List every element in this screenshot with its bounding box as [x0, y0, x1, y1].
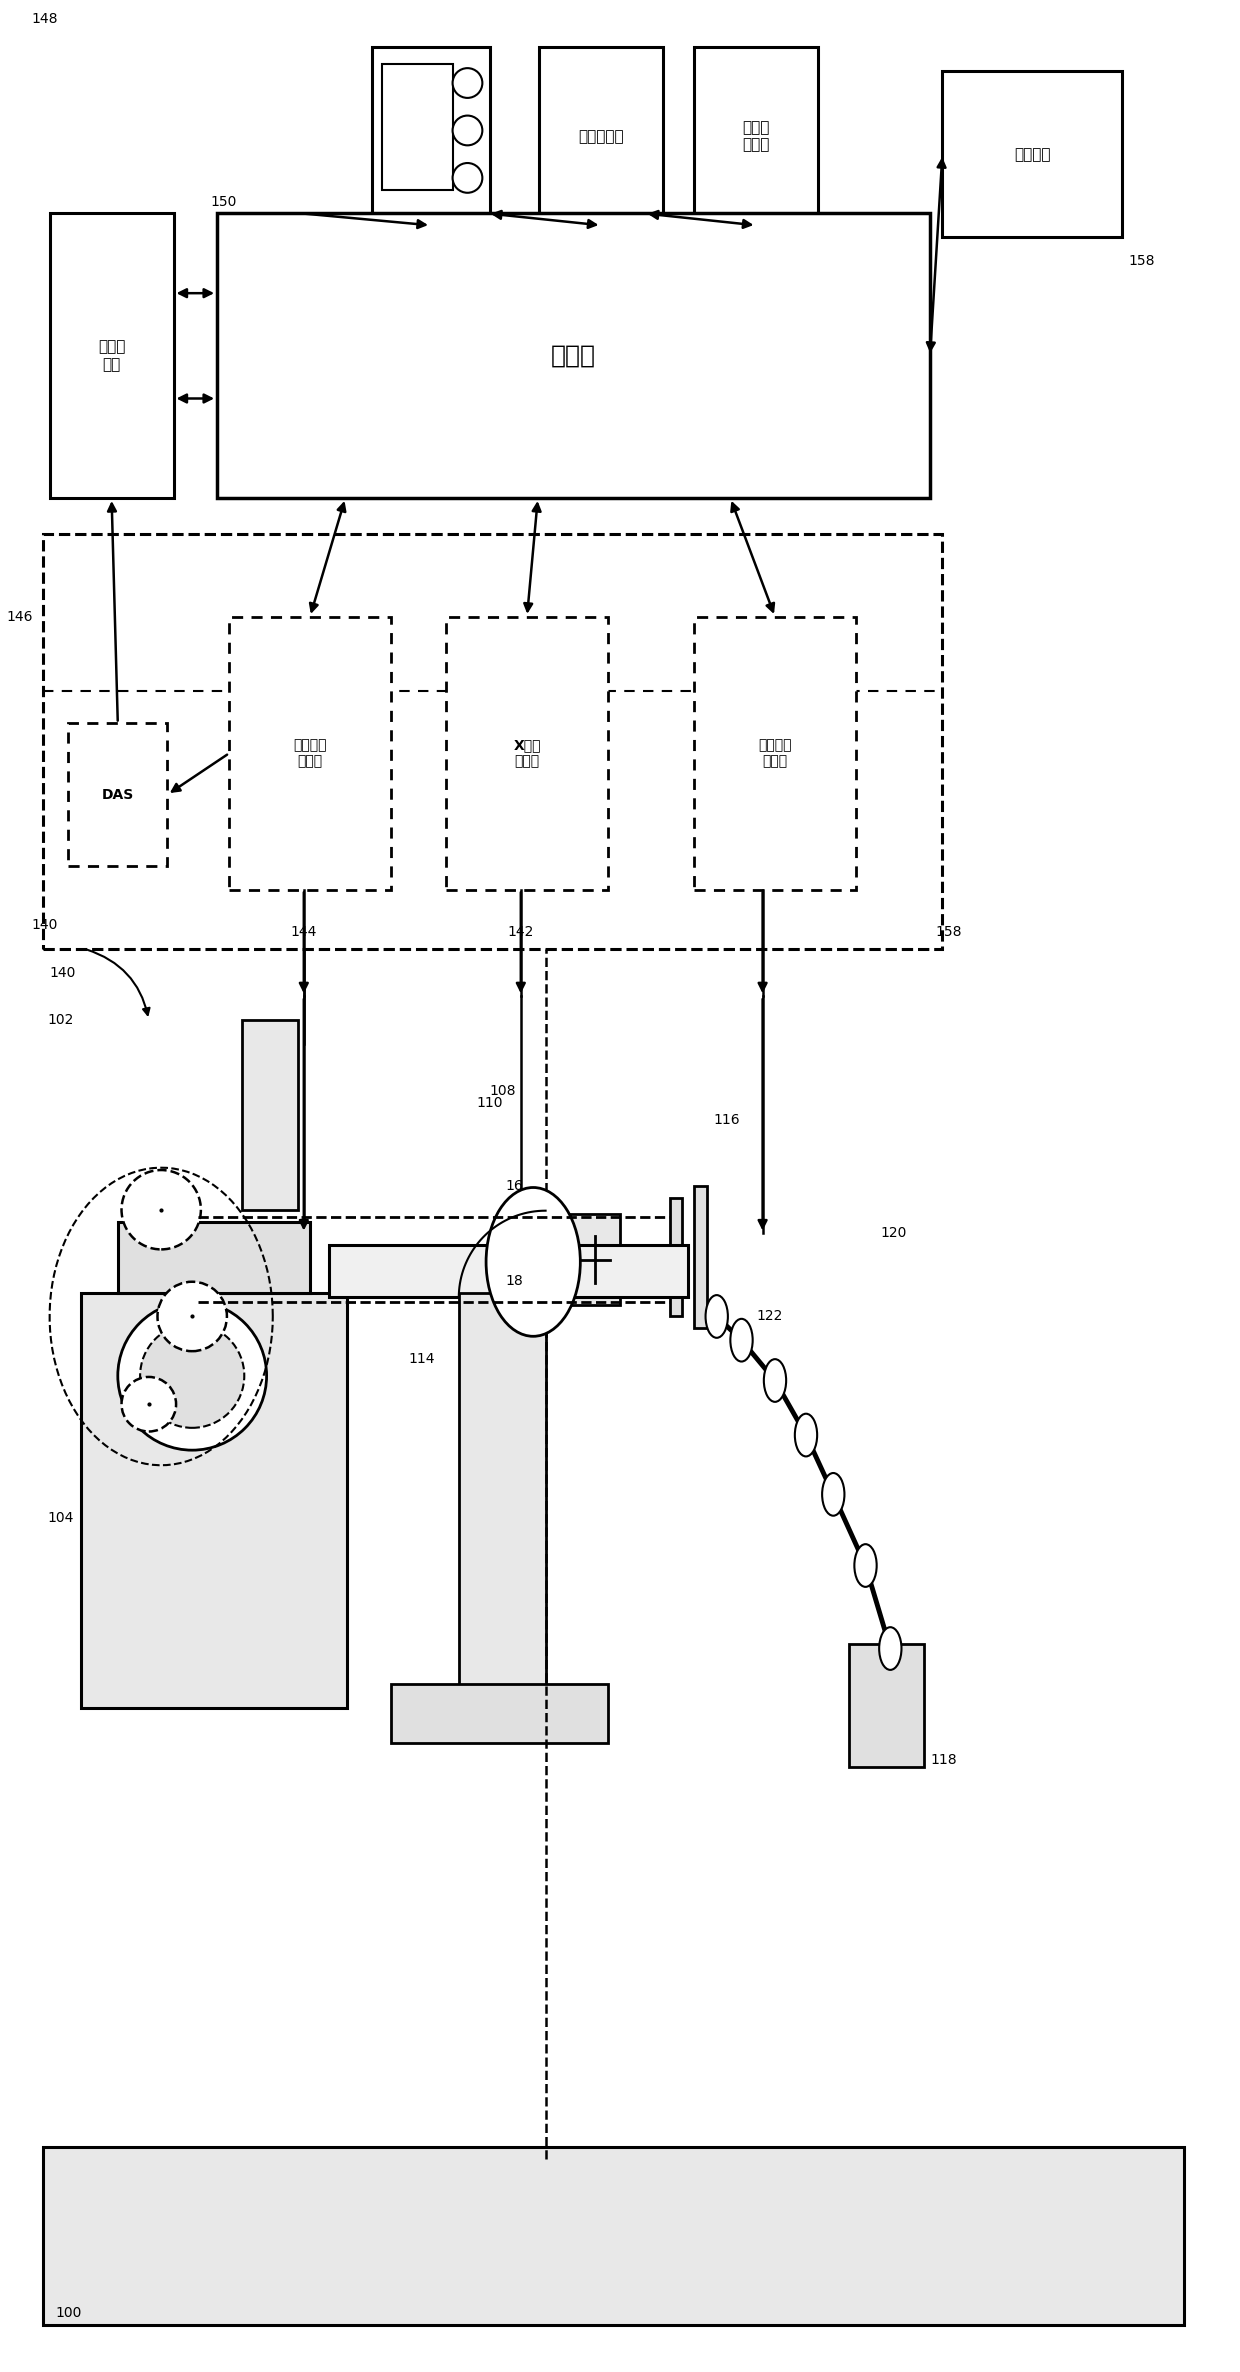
Text: 操作控制台: 操作控制台: [579, 128, 624, 145]
FancyBboxPatch shape: [694, 1186, 707, 1328]
FancyBboxPatch shape: [849, 1644, 924, 1767]
Text: X射线
控制器: X射线 控制器: [513, 738, 541, 769]
Text: 122: 122: [756, 1309, 782, 1324]
Circle shape: [795, 1414, 817, 1456]
Text: 图像重
建器: 图像重 建器: [98, 339, 125, 372]
Circle shape: [706, 1295, 728, 1338]
Text: DAS: DAS: [102, 788, 134, 802]
Text: 计算机: 计算机: [551, 344, 596, 368]
Circle shape: [854, 1544, 877, 1587]
FancyBboxPatch shape: [329, 1245, 688, 1297]
Ellipse shape: [118, 1302, 267, 1449]
Ellipse shape: [453, 164, 482, 192]
Text: 台架运动
控制器: 台架运动 控制器: [293, 738, 327, 769]
FancyBboxPatch shape: [81, 1293, 347, 1708]
Text: 104: 104: [47, 1511, 73, 1525]
FancyBboxPatch shape: [446, 617, 608, 890]
Text: 118: 118: [930, 1753, 956, 1767]
Ellipse shape: [486, 1188, 580, 1335]
Circle shape: [764, 1359, 786, 1402]
Circle shape: [822, 1473, 844, 1516]
Text: 大容量
存储器: 大容量 存储器: [743, 121, 770, 152]
Text: 100: 100: [56, 2306, 82, 2320]
FancyBboxPatch shape: [118, 1222, 310, 1293]
Text: 110: 110: [476, 1096, 503, 1110]
FancyBboxPatch shape: [242, 1020, 298, 1210]
Circle shape: [730, 1319, 753, 1362]
FancyBboxPatch shape: [43, 2147, 1184, 2325]
Circle shape: [879, 1627, 901, 1670]
FancyBboxPatch shape: [68, 723, 167, 866]
Ellipse shape: [453, 69, 482, 97]
FancyBboxPatch shape: [942, 71, 1122, 237]
Text: 116: 116: [713, 1112, 739, 1127]
Text: 18: 18: [506, 1274, 523, 1288]
Text: 140: 140: [50, 965, 76, 980]
Ellipse shape: [453, 116, 482, 145]
Text: 16: 16: [506, 1179, 523, 1193]
FancyBboxPatch shape: [694, 47, 818, 225]
FancyBboxPatch shape: [217, 213, 930, 498]
Text: 144: 144: [290, 925, 317, 939]
Text: 140: 140: [31, 918, 57, 932]
FancyBboxPatch shape: [372, 47, 490, 225]
Text: 台动运动
控制器: 台动运动 控制器: [758, 738, 792, 769]
Text: 108: 108: [490, 1084, 516, 1098]
FancyBboxPatch shape: [229, 617, 391, 890]
Text: 148: 148: [31, 12, 57, 26]
Text: 158: 158: [935, 925, 962, 939]
Text: 114: 114: [408, 1352, 435, 1366]
Ellipse shape: [140, 1324, 244, 1428]
Text: 142: 142: [507, 925, 534, 939]
Text: 协调系统: 协调系统: [1014, 147, 1050, 161]
Text: 120: 120: [880, 1226, 906, 1241]
FancyBboxPatch shape: [391, 1684, 608, 1743]
Ellipse shape: [122, 1376, 176, 1433]
FancyBboxPatch shape: [570, 1214, 620, 1305]
FancyBboxPatch shape: [50, 213, 174, 498]
FancyBboxPatch shape: [459, 1293, 546, 1696]
Text: 102: 102: [47, 1013, 73, 1027]
FancyBboxPatch shape: [382, 64, 453, 190]
Ellipse shape: [122, 1169, 201, 1250]
FancyBboxPatch shape: [539, 47, 663, 225]
Text: 158: 158: [1128, 254, 1154, 268]
Text: 146: 146: [6, 610, 32, 624]
FancyBboxPatch shape: [694, 617, 856, 890]
Text: 150: 150: [211, 195, 237, 209]
FancyBboxPatch shape: [670, 1198, 682, 1316]
Ellipse shape: [157, 1281, 227, 1352]
